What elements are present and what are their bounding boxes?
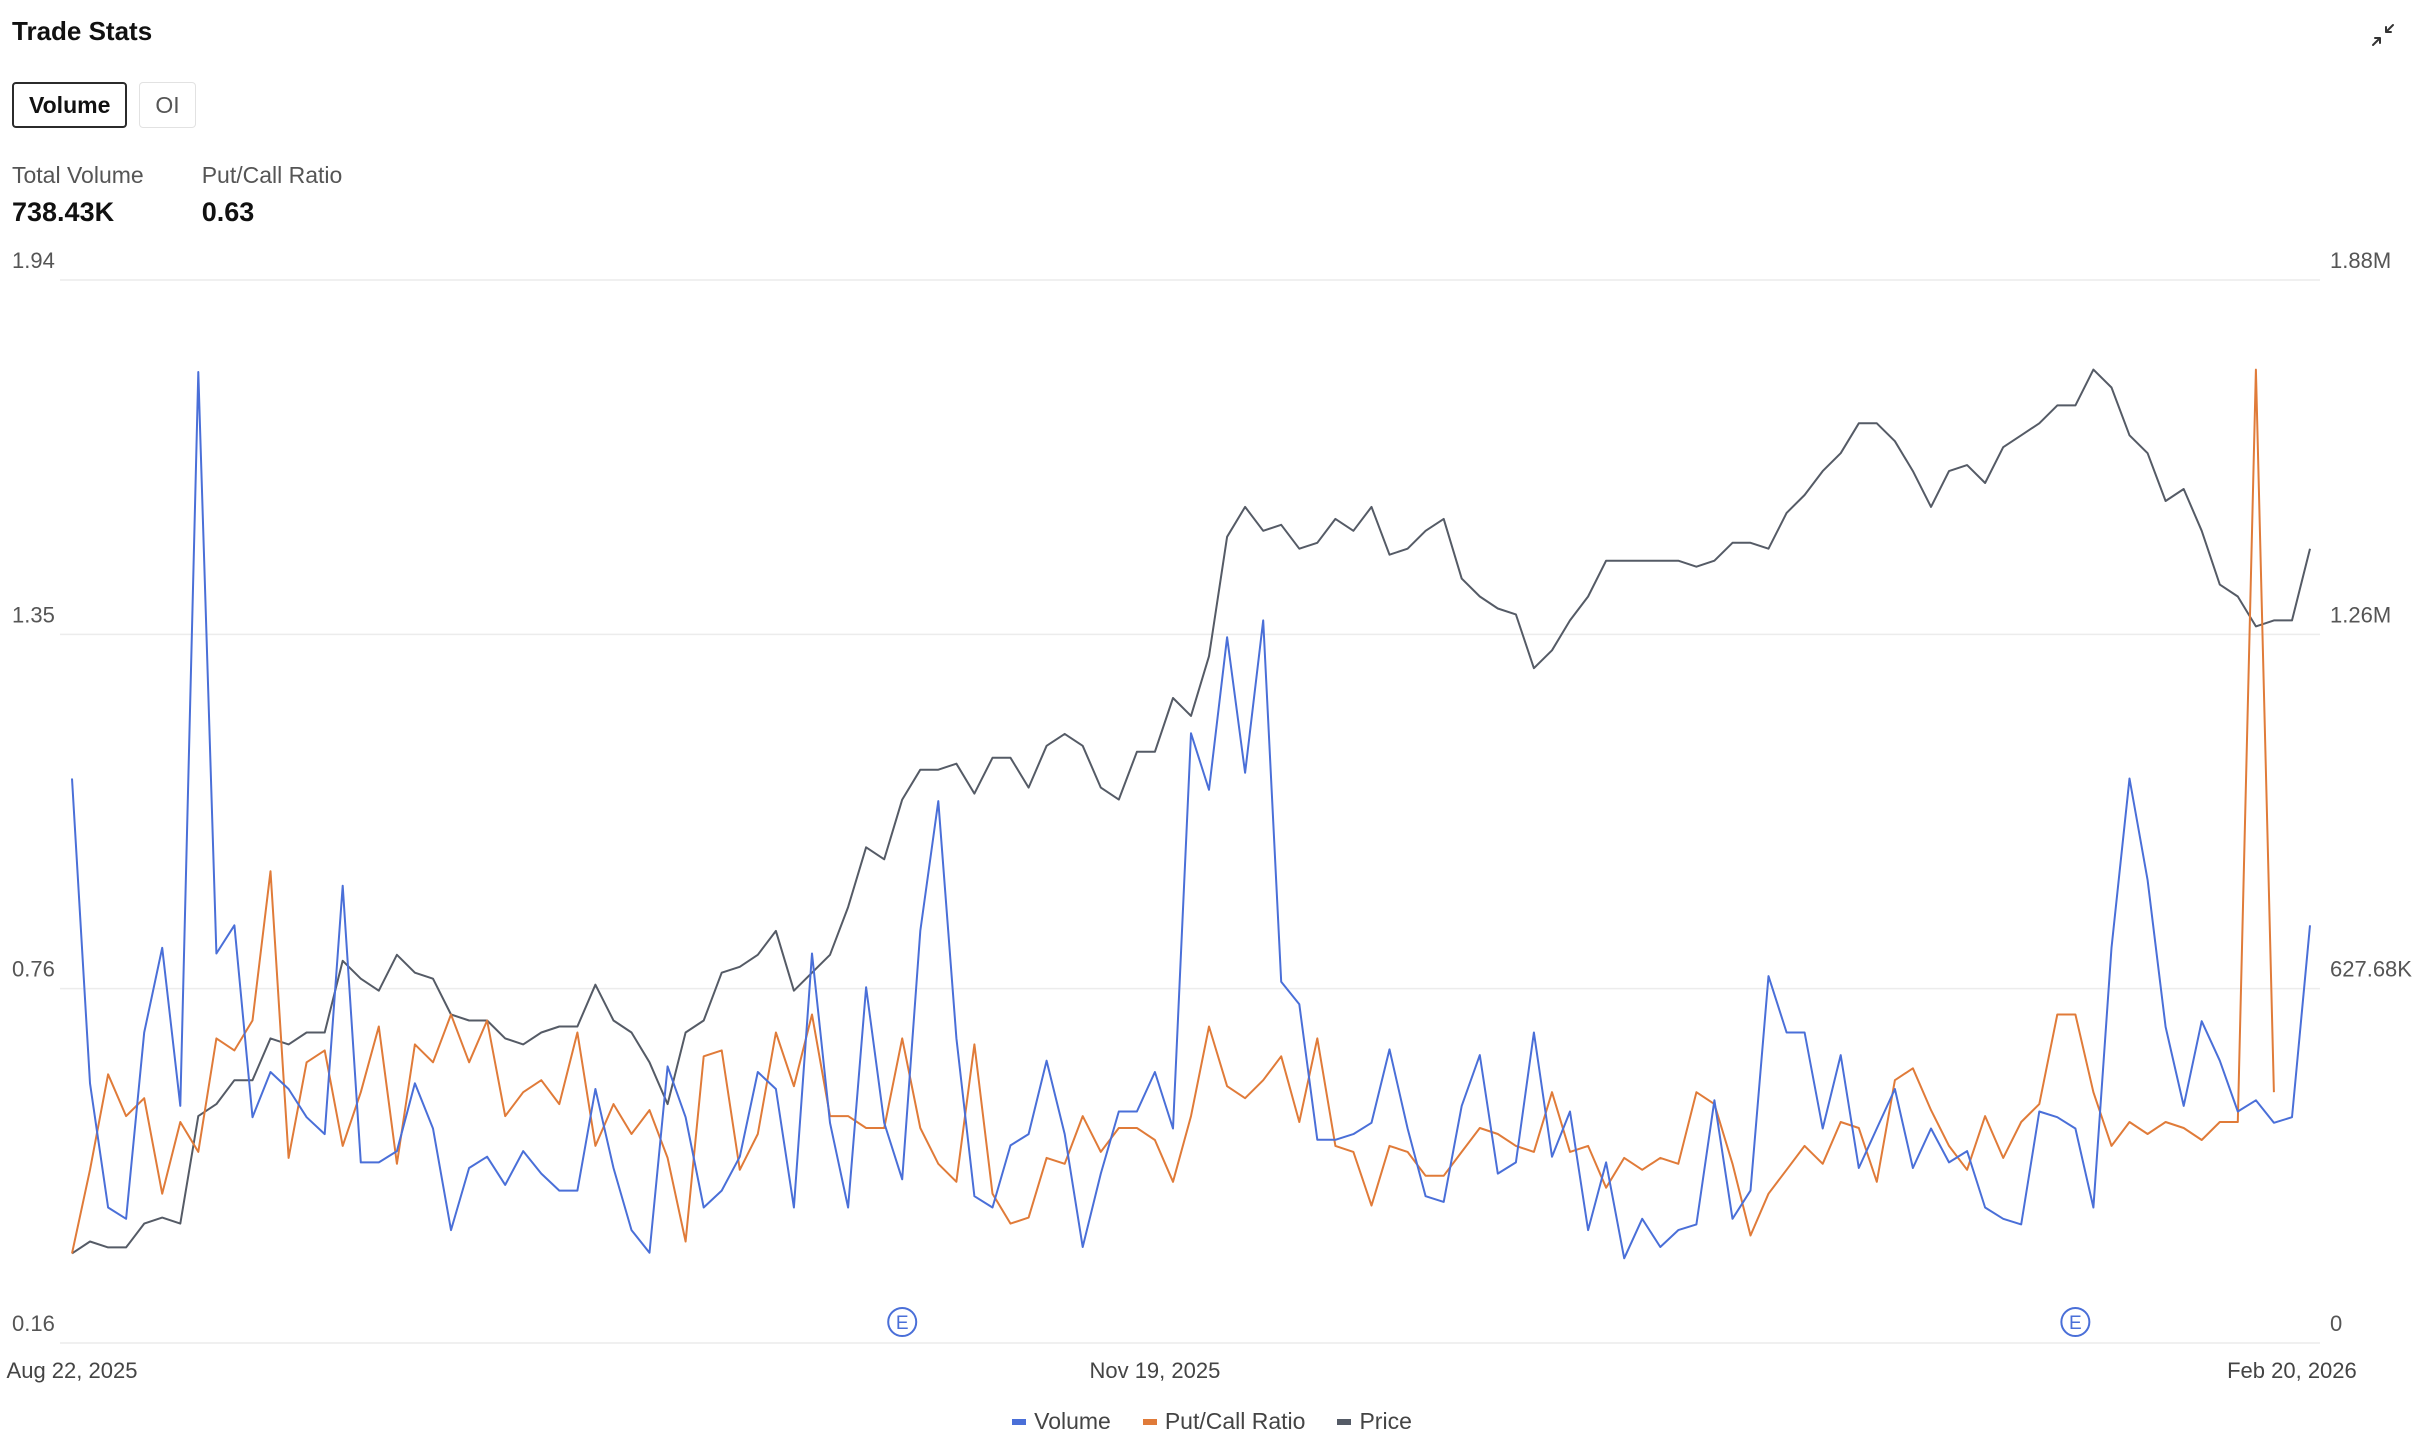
legend-label-volume: Volume bbox=[1034, 1408, 1111, 1434]
legend-label-put-call-ratio: Put/Call Ratio bbox=[1164, 1408, 1306, 1434]
right-axis-tick-label: 0 bbox=[2330, 1311, 2342, 1336]
left-axis-tick-label: 1.35 bbox=[12, 602, 55, 627]
left-axis-tick-label: 1.94 bbox=[12, 248, 55, 273]
collapse-arrows-icon bbox=[2372, 24, 2394, 46]
stats-summary: Total Volume 738.43K Put/Call Ratio 0.63 bbox=[12, 162, 342, 228]
grid-lines bbox=[60, 279, 2320, 1344]
earnings-marker-icon[interactable] bbox=[2060, 1307, 2091, 1337]
legend-label-price: Price bbox=[1359, 1408, 1412, 1434]
series-line-price bbox=[71, 368, 2311, 1255]
x-axis-tick-label: Feb 20, 2026 bbox=[2227, 1358, 2357, 1383]
chart-legend: Volume Put/Call Ratio Price bbox=[0, 1408, 2424, 1435]
left-axis: 1.94 1.35 0.76 0.16 bbox=[12, 248, 55, 1336]
left-axis-tick-label: 0.16 bbox=[12, 1311, 55, 1336]
page-title: Trade Stats bbox=[12, 16, 153, 46]
right-axis-tick-label: 1.88M bbox=[2330, 248, 2391, 273]
x-axis: Aug 22, 2025 Nov 19, 2025 Feb 20, 2026 bbox=[7, 1358, 2357, 1383]
right-axis-tick-label: 627.68K bbox=[2330, 957, 2412, 982]
collapse-button[interactable] bbox=[2366, 18, 2400, 52]
legend-item-price[interactable]: Price bbox=[1337, 1408, 1412, 1435]
right-axis-tick-label: 1.26M bbox=[2330, 602, 2391, 627]
tab-volume[interactable]: Volume bbox=[12, 82, 128, 128]
stat-put-call-ratio: Put/Call Ratio 0.63 bbox=[202, 162, 343, 228]
left-axis-tick-label: 0.76 bbox=[12, 957, 55, 982]
legend-swatch-put-call-ratio bbox=[1142, 1418, 1157, 1425]
stat-total-volume-value: 738.43K bbox=[12, 197, 115, 227]
x-axis-tick-label: Nov 19, 2025 bbox=[1089, 1358, 1220, 1383]
earnings-marker-icon[interactable] bbox=[887, 1307, 918, 1337]
earnings-marker-label: E bbox=[2069, 1313, 2082, 1334]
legend-item-volume[interactable]: Volume bbox=[1012, 1408, 1111, 1435]
trade-stats-chart: 1.94 1.35 0.76 0.16 1.88M 1.26M 627.68K 0 Aug … bbox=[7, 248, 2413, 1383]
stat-put-call-ratio-value: 0.63 bbox=[201, 197, 255, 227]
series-line-volume bbox=[71, 371, 2311, 1260]
series-lines bbox=[71, 368, 2311, 1260]
legend-item-put-call-ratio[interactable]: Put/Call Ratio bbox=[1142, 1408, 1306, 1435]
stat-total-volume: Total Volume 738.43K bbox=[12, 162, 144, 228]
metric-tabs: Volume OI bbox=[12, 82, 196, 128]
legend-swatch-price bbox=[1337, 1418, 1352, 1425]
x-axis-tick-label: Aug 22, 2025 bbox=[7, 1358, 138, 1383]
earnings-marker-label: E bbox=[896, 1313, 909, 1334]
stat-put-call-ratio-label: Put/Call Ratio bbox=[201, 162, 343, 188]
right-axis: 1.88M 1.26M 627.68K 0 bbox=[2330, 248, 2412, 1336]
series-line-put-call-ratio bbox=[71, 368, 2275, 1254]
stat-total-volume-label: Total Volume bbox=[12, 162, 144, 188]
legend-swatch-volume bbox=[1012, 1418, 1027, 1425]
tab-oi[interactable]: OI bbox=[139, 82, 196, 128]
